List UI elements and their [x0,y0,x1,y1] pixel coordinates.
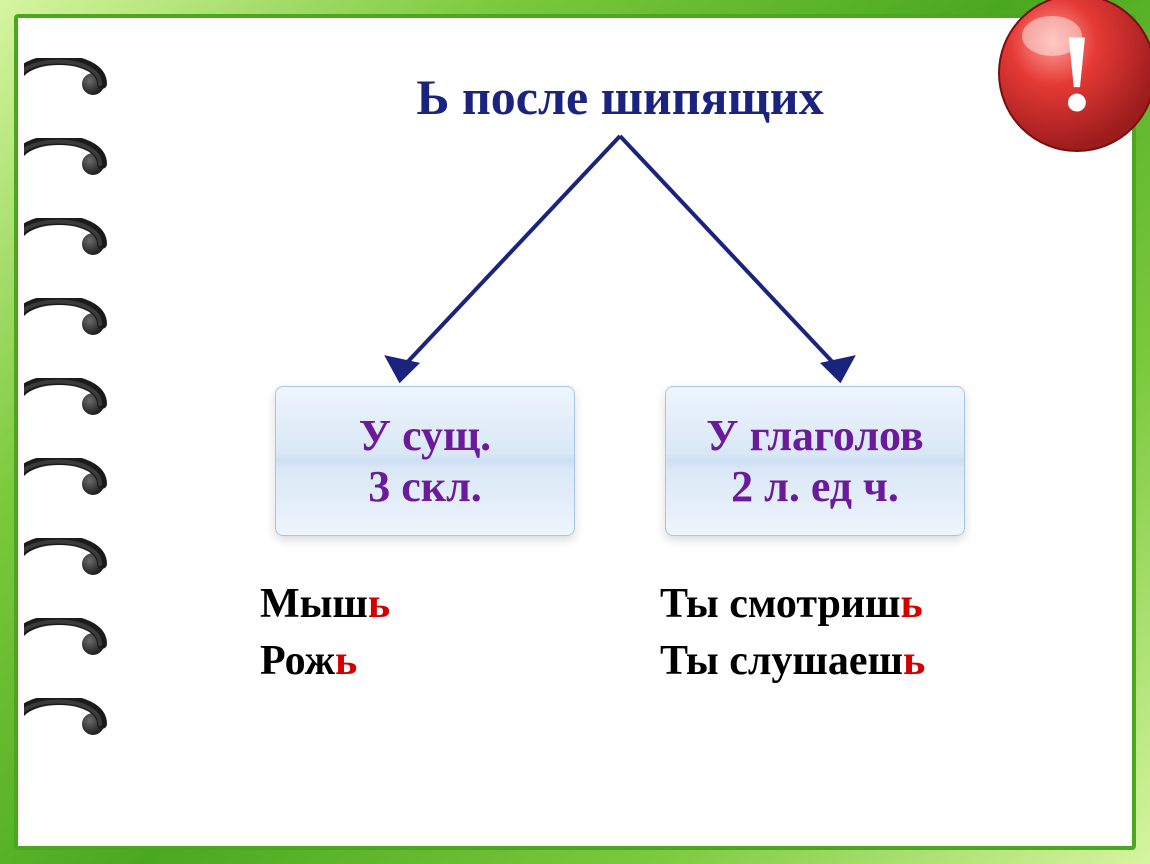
binding-ring [24,378,114,430]
rule-box-line: У глаголов [706,410,923,461]
rule-box-verb: У глаголов 2 л. ед ч. [665,386,965,536]
arrow-fork [148,126,1092,396]
rule-box-line: 2 л. ед ч. [731,461,899,512]
page: ! Ь после шипящих У сущ. 3 скл. [14,14,1136,850]
example-line: Мышь [260,576,580,633]
outer-frame: ! Ь после шипящих У сущ. 3 скл. [0,0,1150,864]
slide-title: Ь после шипящих [148,68,1092,126]
examples-right: Ты смотришьТы слушаешь [660,576,980,689]
examples-left: МышьРожь [260,576,580,689]
example-line: Рожь [260,633,580,690]
examples-row: МышьРожь Ты смотришьТы слушаешь [148,576,1092,689]
binding-ring [24,58,114,110]
binding-ring [24,138,114,190]
example-line: Ты смотришь [660,576,980,633]
exclamation-glyph: ! [1059,12,1096,134]
rule-boxes-row: У сущ. 3 скл. У глаголов 2 л. ед ч. [148,386,1092,536]
binding-ring [24,298,114,350]
rule-box-noun: У сущ. 3 скл. [275,386,575,536]
rule-box-line: У сущ. [359,410,491,461]
spiral-binding [24,58,114,750]
example-line: Ты слушаешь [660,633,980,690]
binding-ring [24,698,114,750]
binding-ring [24,618,114,670]
binding-ring [24,458,114,510]
rule-box-line: 3 скл. [368,461,482,512]
binding-ring [24,218,114,270]
binding-ring [24,538,114,590]
